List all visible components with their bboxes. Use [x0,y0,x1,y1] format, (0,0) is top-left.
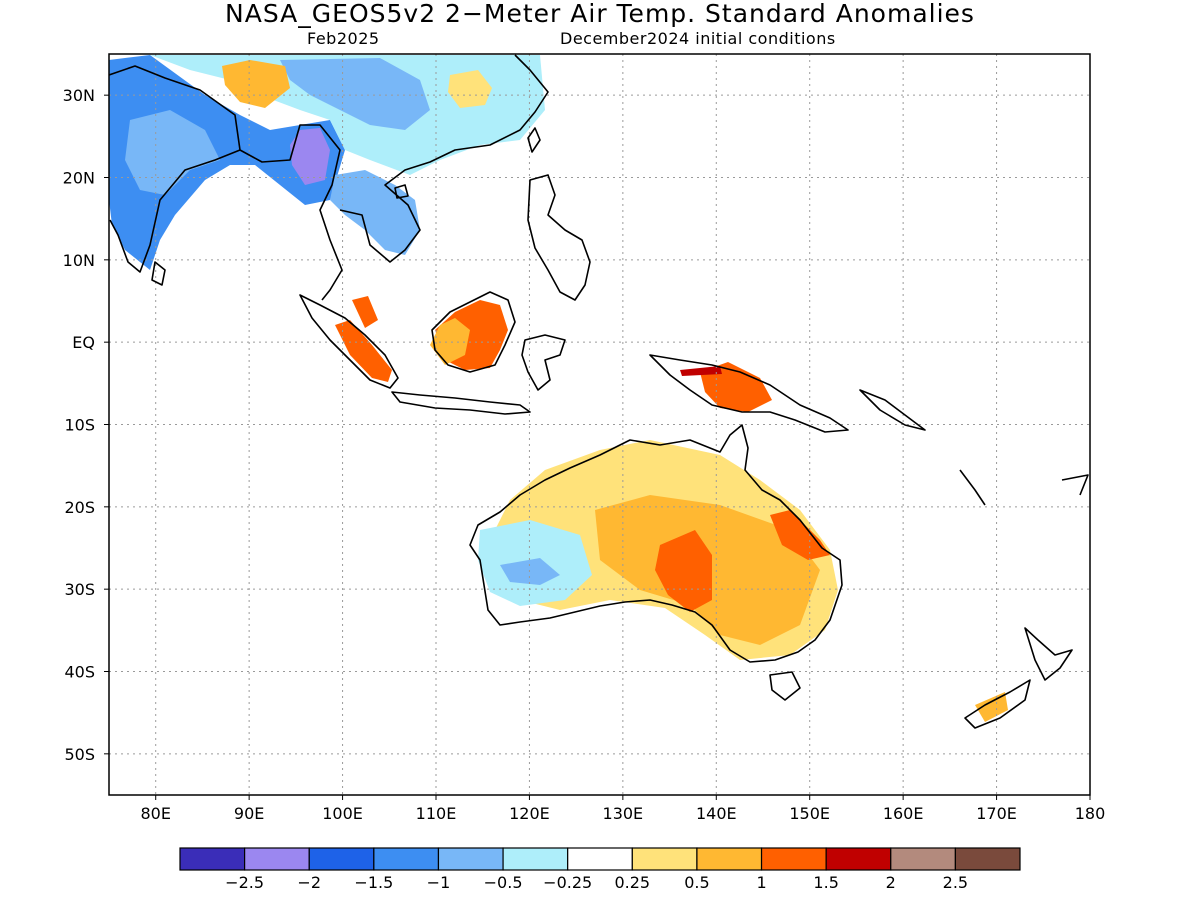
coast-new-zealand-south [964,679,1031,729]
anomaly-new-guinea [700,362,772,412]
colorbar-swatch [954,847,1021,871]
y-tick-label: 20S [64,498,95,517]
graticule [109,54,1090,795]
colorbar: −2.5 −2 −1.5 −1 −0.5 −0.25 0.25 0.5 1 1.5 2 2.5 [179,847,1021,892]
anomaly-india-mid [125,110,220,195]
colorbar-swatch [244,847,310,871]
anomaly-australia-core [655,530,712,612]
axes: 80E 90E 100E 110E 120E 130E 140E 150E 160E 170E 18… [63,86,1106,823]
colorbar-label: 1.5 [813,873,838,892]
anomaly-china-core [280,58,430,130]
coast-philippines [527,174,591,301]
y-tick-label: 40S [64,663,95,682]
x-tick-label: 130E [603,804,644,823]
y-tick-label: 50S [64,745,95,764]
anomaly-south-asia-cool [109,55,345,270]
anomaly-indochina [330,170,420,255]
anomaly-new-guinea-2 [680,366,722,376]
y-tick-label: EQ [72,333,95,352]
x-tick-label: 140E [696,804,737,823]
anomaly-sumatra [335,320,392,382]
colorbar-swatch [696,847,763,871]
coast-sulawesi [521,334,566,391]
colorbar-label: −0.25 [543,873,592,892]
colorbar-swatch [760,847,827,871]
coast-sumatra [299,294,399,389]
colorbar-label: 1 [756,873,766,892]
coast-java [391,391,531,415]
coast-new-zealand-north [1024,627,1073,681]
coast-tasmania [769,671,801,701]
x-tick-label: 90E [234,804,264,823]
y-tick-label: 10S [64,416,95,435]
coast-vanuatu-fiji [959,469,1089,506]
colorbar-label: −1 [427,873,451,892]
y-tick-label: 20N [63,169,95,188]
colorbar-swatch [567,847,633,871]
colorbar-swatch [631,847,698,871]
anomaly-sumatra-2 [352,296,378,328]
anomaly-shading [109,55,1008,722]
colorbar-swatch [373,847,440,871]
initial-conditions: December2024 initial conditions [560,29,836,48]
x-tick-label: 160E [883,804,924,823]
x-tick-label: 120E [509,804,550,823]
colorbar-swatch [890,847,956,871]
colorbar-label: −2 [297,873,321,892]
anomaly-myanmar-strong [290,128,330,185]
coast-asia-mainland [109,54,549,301]
x-tick-label: 170E [976,804,1017,823]
colorbar-swatch [825,847,892,871]
coastlines [109,54,1089,729]
colorbar-label: −0.5 [484,873,523,892]
y-tick-label: 30S [64,580,95,599]
colorbar-label: 2 [886,873,896,892]
colorbar-label: 0.25 [614,873,650,892]
coast-australia [469,424,843,663]
x-tick-label: 150E [789,804,830,823]
coast-new-guinea [649,354,849,433]
coast-sri-lanka [151,261,166,286]
colorbar-swatch [502,847,569,871]
colorbar-swatch [179,847,246,871]
anomaly-china-warm [448,70,492,108]
anomaly-new-zealand [975,692,1008,722]
y-tick-label: 10N [63,251,95,270]
x-tick-label: 100E [322,804,363,823]
x-tick-label: 110E [416,804,457,823]
y-tick-label: 30N [63,86,95,105]
forecast-month: Feb2025 [307,29,380,48]
coast-borneo [431,291,516,373]
anomaly-tibet-warm [222,60,290,108]
x-tick-label: 180 [1075,804,1106,823]
colorbar-label: 0.5 [684,873,709,892]
anomaly-australia-east [770,510,830,560]
map-title: NASA_GEOS5v2 2−Meter Air Temp. Standard … [225,0,975,28]
coast-taiwan [527,127,541,153]
colorbar-label: −1.5 [354,873,393,892]
colorbar-label: −2.5 [225,873,264,892]
coast-hainan [394,184,409,199]
colorbar-label: 2.5 [943,873,968,892]
anomaly-australia-west-cooler [500,558,560,585]
colorbar-swatch [308,847,375,871]
anomaly-borneo-edge [430,318,470,365]
coast-solomon [859,389,926,431]
colorbar-swatch [437,847,504,871]
x-tick-label: 80E [140,804,170,823]
